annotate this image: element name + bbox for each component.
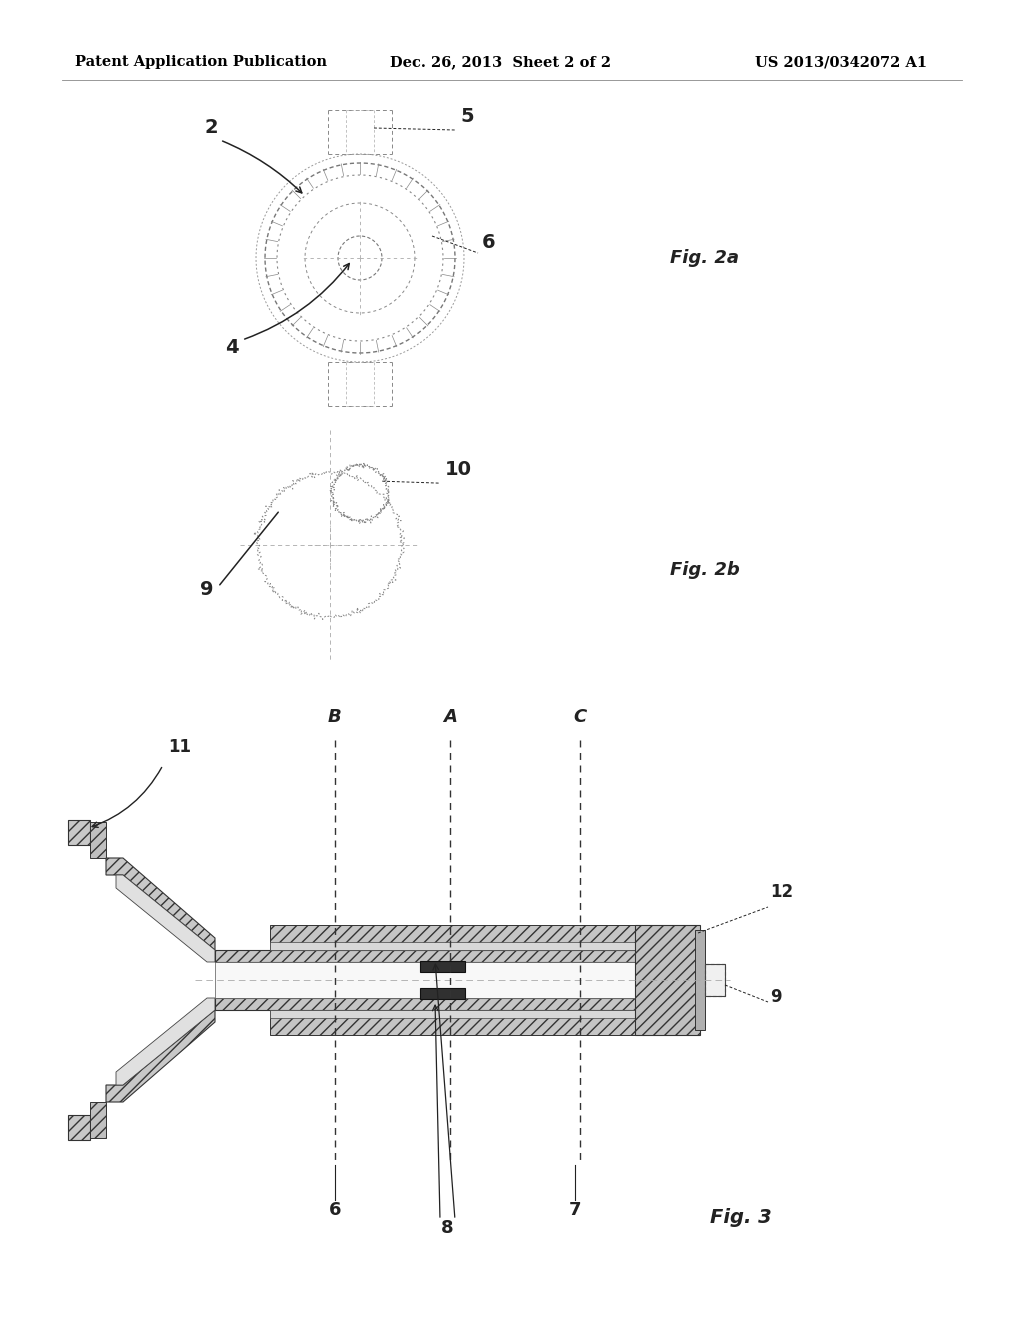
Polygon shape bbox=[215, 962, 665, 998]
Polygon shape bbox=[215, 998, 665, 1010]
Text: US 2013/0342072 A1: US 2013/0342072 A1 bbox=[755, 55, 927, 69]
Text: 5: 5 bbox=[460, 107, 474, 125]
Text: Fig. 2a: Fig. 2a bbox=[670, 249, 739, 267]
Polygon shape bbox=[695, 931, 705, 1030]
Polygon shape bbox=[420, 961, 465, 972]
Polygon shape bbox=[705, 964, 725, 997]
Text: 6: 6 bbox=[482, 234, 496, 252]
Polygon shape bbox=[270, 942, 635, 950]
Text: 12: 12 bbox=[770, 883, 794, 902]
Polygon shape bbox=[420, 987, 465, 999]
Polygon shape bbox=[90, 1102, 106, 1138]
Text: 9: 9 bbox=[200, 579, 213, 599]
Text: 8: 8 bbox=[440, 1218, 454, 1237]
Polygon shape bbox=[270, 1010, 635, 1035]
Text: 4: 4 bbox=[225, 338, 239, 356]
Polygon shape bbox=[106, 858, 215, 950]
Polygon shape bbox=[270, 1010, 635, 1018]
Text: Patent Application Publication: Patent Application Publication bbox=[75, 55, 327, 69]
Polygon shape bbox=[68, 820, 90, 845]
Polygon shape bbox=[635, 925, 700, 1035]
Text: 9: 9 bbox=[770, 987, 781, 1006]
Polygon shape bbox=[116, 998, 215, 1085]
Polygon shape bbox=[106, 1010, 215, 1102]
Text: A: A bbox=[443, 708, 457, 726]
Text: Fig. 3: Fig. 3 bbox=[710, 1208, 772, 1228]
Text: 11: 11 bbox=[168, 738, 191, 756]
Text: C: C bbox=[573, 708, 587, 726]
Text: 7: 7 bbox=[568, 1201, 582, 1218]
Polygon shape bbox=[270, 925, 635, 950]
Polygon shape bbox=[68, 1115, 90, 1140]
Polygon shape bbox=[215, 950, 665, 962]
Polygon shape bbox=[90, 822, 106, 858]
Text: 6: 6 bbox=[329, 1201, 341, 1218]
Text: Fig. 2b: Fig. 2b bbox=[670, 561, 739, 579]
Text: Dec. 26, 2013  Sheet 2 of 2: Dec. 26, 2013 Sheet 2 of 2 bbox=[390, 55, 611, 69]
Polygon shape bbox=[116, 875, 215, 962]
Text: B: B bbox=[328, 708, 342, 726]
Text: 2: 2 bbox=[205, 117, 219, 137]
Text: 10: 10 bbox=[445, 461, 472, 479]
